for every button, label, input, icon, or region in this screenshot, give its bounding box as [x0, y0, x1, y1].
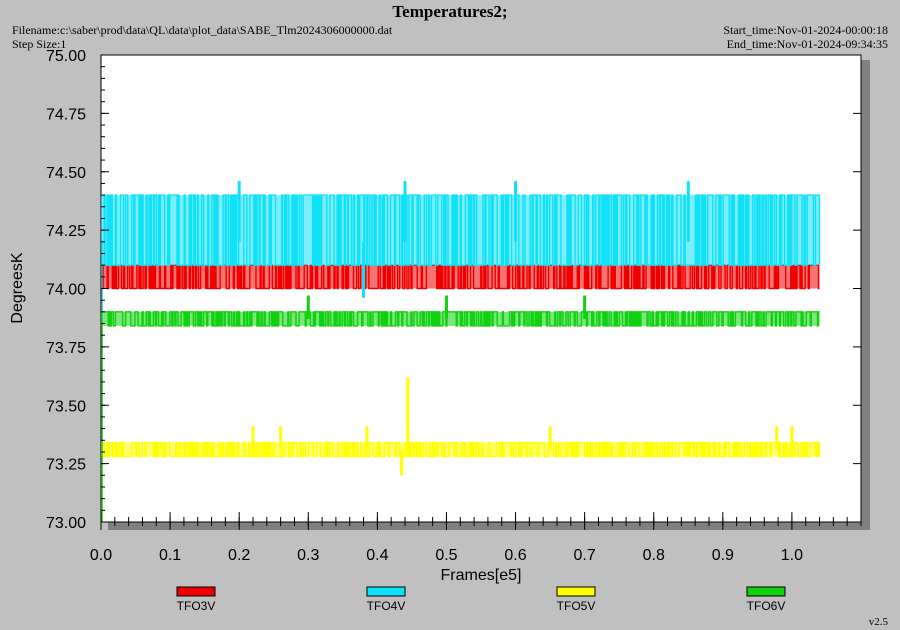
- x-tick-label: 0.4: [366, 547, 388, 564]
- version-label: v2.5: [868, 616, 888, 628]
- end-time-label: End_time:Nov-01-2024-09:34:35: [726, 37, 888, 51]
- y-tick-label: 74.75: [46, 106, 86, 123]
- legend-label: TFO5V: [557, 599, 596, 613]
- start-time-label: Start_time:Nov-01-2024-00:00:18: [723, 23, 888, 37]
- y-tick-label: 75.00: [46, 48, 86, 65]
- chart-title: Temperatures2;: [392, 2, 508, 21]
- x-tick-label: 0.0: [90, 547, 112, 564]
- y-tick-label: 73.50: [46, 398, 86, 415]
- x-tick-label: 0.5: [435, 547, 457, 564]
- y-tick-label: 73.75: [46, 340, 86, 357]
- x-tick-label: 0.1: [159, 547, 181, 564]
- legend-label: TFO6V: [747, 599, 786, 613]
- y-tick-label: 74.00: [46, 282, 86, 299]
- legend-label: TFO3V: [177, 599, 216, 613]
- series-line-tfo6v: [101, 311, 820, 327]
- filename-label: Filename:c:\saber\prod\data\QL\data\plot…: [12, 23, 393, 37]
- y-tick-label: 73.25: [46, 457, 86, 474]
- series-line-tfo5v: [101, 441, 821, 458]
- x-tick-label: 0.8: [643, 547, 665, 564]
- x-tick-label: 0.9: [712, 547, 734, 564]
- series-line-tfo3v: [101, 264, 820, 290]
- step-size-label: Step Size:1: [12, 37, 67, 51]
- x-tick-label: 0.3: [297, 547, 319, 564]
- x-tick-label: 0.2: [228, 547, 250, 564]
- y-axis-label: DegreesK: [9, 252, 26, 323]
- x-tick-label: 1.0: [781, 547, 803, 564]
- series-tfo6v: [101, 295, 820, 522]
- legend-item-tfo4v: TFO4V: [366, 586, 406, 613]
- axis-layer: 73.00 73.25 73.50 73.75 74.00 74.25 74.50 74.75…: [46, 48, 862, 564]
- y-tick-label: 74.25: [46, 223, 86, 240]
- legend-item-tfo6v: TFO6V: [746, 586, 786, 613]
- legend-item-tfo5v: TFO5V: [556, 586, 596, 613]
- y-tick-label: 73.00: [46, 515, 86, 532]
- y-tick-label: 74.50: [46, 165, 86, 182]
- legend-swatch: [556, 586, 596, 597]
- legend-swatch: [176, 586, 216, 597]
- x-axis-label: Frames[e5]: [441, 567, 522, 584]
- legend-label: TFO4V: [367, 599, 406, 613]
- x-tick-label: 0.6: [504, 547, 526, 564]
- series-layer: [101, 181, 821, 522]
- legend-swatch: [366, 586, 406, 597]
- series-line-tfo4v: [101, 194, 821, 266]
- series-tfo5v: [101, 377, 821, 522]
- legend-swatch: [746, 586, 786, 597]
- legend: TFO3V TFO4V TFO5V TFO6V: [176, 586, 786, 613]
- legend-item-tfo3v: TFO3V: [176, 586, 216, 613]
- x-tick-label: 0.7: [574, 547, 596, 564]
